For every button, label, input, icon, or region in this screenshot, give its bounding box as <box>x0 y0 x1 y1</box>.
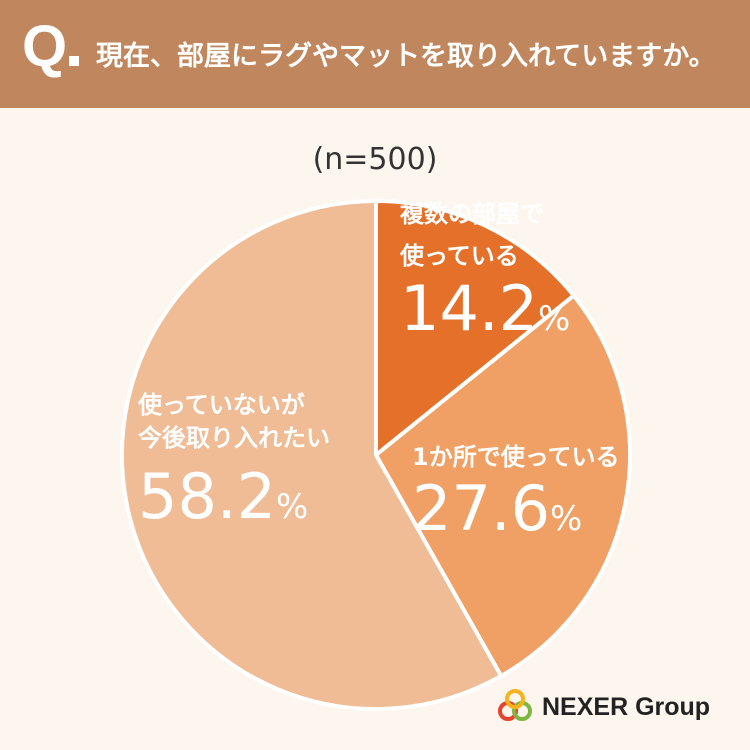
slice-label-3-line2: 今後取り入れたい <box>138 424 330 452</box>
q-dot <box>69 56 80 66</box>
nexer-logo: NEXER Group <box>496 689 710 725</box>
q-label: Q <box>22 14 68 79</box>
question-header: Q 現在、部屋にラグやマットを取り入れていますか。 <box>0 0 750 108</box>
slice-label-2-line1: 1か所で使っている <box>412 443 620 471</box>
pie-slices <box>120 199 632 711</box>
pie-slice-2 <box>374 293 632 679</box>
question-text: 現在、部屋にラグやマットを取り入れていますか。 <box>96 41 716 72</box>
slice-unit-3: % <box>276 487 308 527</box>
pie-labels: 複数の部屋で使っている14.2%1か所で使っている27.6%使っていないが今後取… <box>137 200 620 545</box>
slice-label-3-line1: 使っていないが <box>137 391 305 419</box>
logo-text: NEXER Group <box>542 692 711 721</box>
pie-slice-1 <box>374 199 576 457</box>
pie-slice-3 <box>120 199 504 711</box>
sample-size: (n=500) <box>312 142 438 177</box>
rings-logo-icon <box>498 689 532 721</box>
q-mark: Q <box>22 18 80 76</box>
slice-unit-1: % <box>538 299 570 339</box>
slice-label-1-line2: 使っている <box>399 242 519 270</box>
slice-unit-2: % <box>550 499 582 539</box>
slice-label-1-line1: 複数の部屋で <box>400 200 544 228</box>
